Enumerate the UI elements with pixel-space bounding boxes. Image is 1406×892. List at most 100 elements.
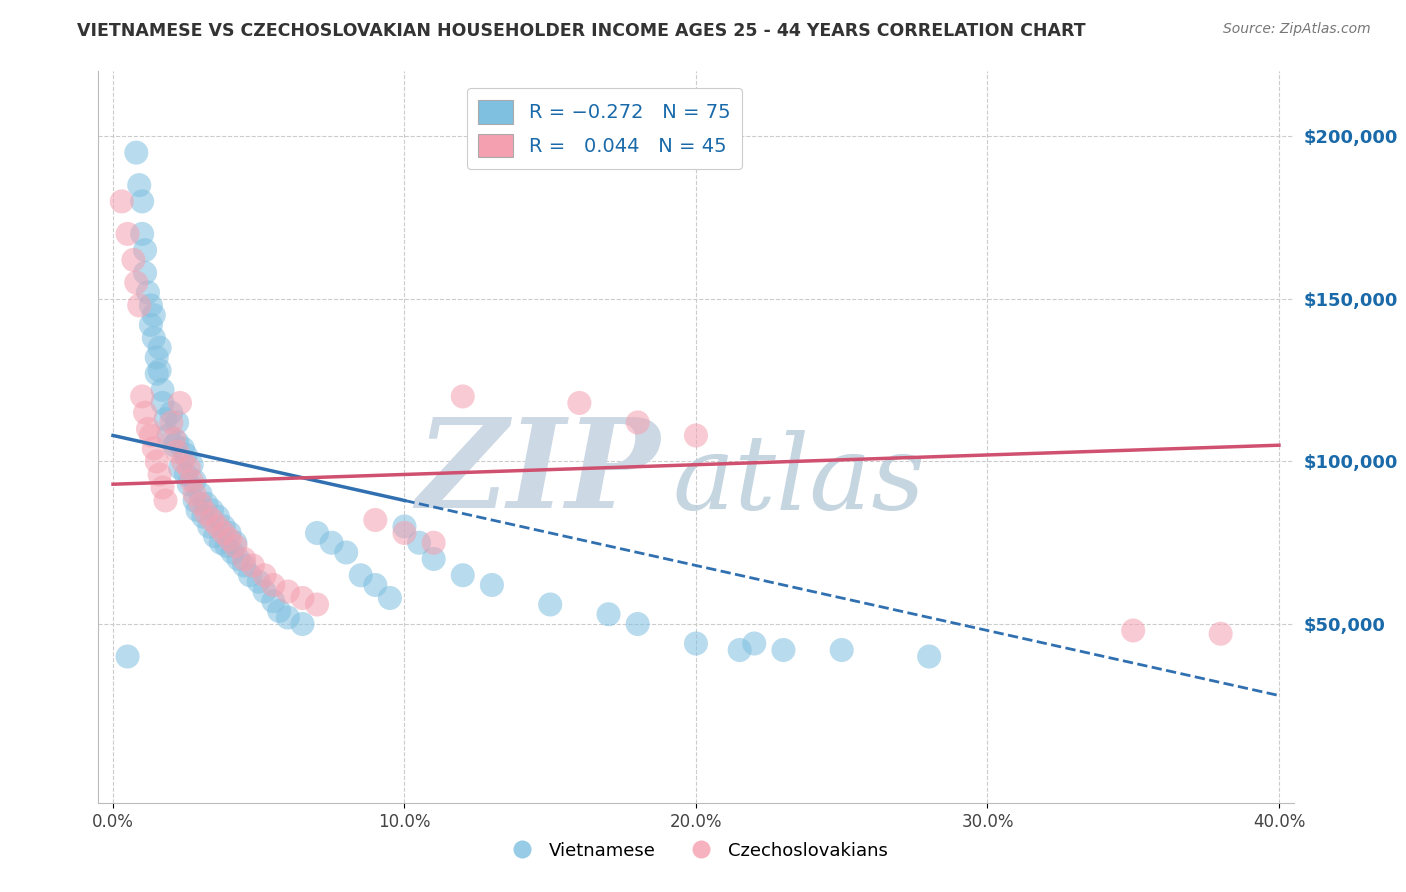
Point <box>134 266 156 280</box>
Point <box>190 487 212 501</box>
Point <box>160 416 183 430</box>
Point <box>201 513 224 527</box>
Point <box>134 243 156 257</box>
Point <box>918 649 941 664</box>
Point <box>172 454 194 468</box>
Point <box>183 493 205 508</box>
Point <box>207 509 229 524</box>
Point <box>160 406 183 420</box>
Point <box>305 598 328 612</box>
Point <box>183 474 205 488</box>
Point <box>364 513 387 527</box>
Point <box>193 509 215 524</box>
Legend: Vietnamese, Czechoslovakians: Vietnamese, Czechoslovakians <box>496 835 896 867</box>
Point <box>169 461 191 475</box>
Point <box>742 636 765 650</box>
Point <box>155 412 177 426</box>
Point <box>685 636 707 650</box>
Point <box>166 434 188 449</box>
Point <box>224 539 246 553</box>
Point <box>207 519 229 533</box>
Point <box>136 285 159 300</box>
Point <box>201 503 224 517</box>
Point <box>247 574 270 589</box>
Point <box>142 308 165 322</box>
Point <box>538 598 561 612</box>
Point <box>350 568 373 582</box>
Point <box>149 341 172 355</box>
Point <box>422 552 444 566</box>
Point <box>152 396 174 410</box>
Point <box>155 493 177 508</box>
Point <box>174 467 197 482</box>
Point <box>131 194 153 209</box>
Point <box>1209 626 1232 640</box>
Point <box>149 363 172 377</box>
Point <box>190 497 212 511</box>
Point <box>145 367 167 381</box>
Point <box>139 298 162 312</box>
Point <box>598 607 620 622</box>
Point <box>180 458 202 472</box>
Point <box>291 591 314 605</box>
Point <box>166 444 188 458</box>
Point <box>451 389 474 403</box>
Point <box>152 480 174 494</box>
Point <box>122 252 145 267</box>
Point <box>209 535 232 549</box>
Point <box>142 331 165 345</box>
Point <box>125 276 148 290</box>
Point <box>180 474 202 488</box>
Point <box>627 416 650 430</box>
Point <box>277 584 299 599</box>
Point <box>262 578 284 592</box>
Point <box>125 145 148 160</box>
Text: atlas: atlas <box>672 430 925 532</box>
Point <box>218 526 240 541</box>
Point <box>163 438 186 452</box>
Point <box>111 194 134 209</box>
Point <box>195 497 218 511</box>
Point <box>177 477 200 491</box>
Point <box>481 578 503 592</box>
Point <box>253 568 276 582</box>
Point <box>139 428 162 442</box>
Point <box>242 558 264 573</box>
Point <box>364 578 387 592</box>
Text: VIETNAMESE VS CZECHOSLOVAKIAN HOUSEHOLDER INCOME AGES 25 - 44 YEARS CORRELATION : VIETNAMESE VS CZECHOSLOVAKIAN HOUSEHOLDE… <box>77 22 1085 40</box>
Point <box>183 487 205 501</box>
Point <box>262 594 284 608</box>
Point <box>131 227 153 241</box>
Point <box>215 539 238 553</box>
Point <box>195 507 218 521</box>
Point <box>277 610 299 624</box>
Point <box>218 533 240 547</box>
Point <box>145 351 167 365</box>
Point <box>422 535 444 549</box>
Point <box>568 396 591 410</box>
Point <box>142 442 165 456</box>
Point <box>204 529 226 543</box>
Point <box>451 568 474 582</box>
Point <box>321 535 343 549</box>
Point <box>174 448 197 462</box>
Point <box>169 396 191 410</box>
Point <box>305 526 328 541</box>
Point <box>1122 624 1144 638</box>
Point <box>131 389 153 403</box>
Point <box>233 552 256 566</box>
Text: ZIP: ZIP <box>416 413 661 534</box>
Point <box>269 604 291 618</box>
Point <box>134 406 156 420</box>
Point <box>128 178 150 193</box>
Point <box>186 503 208 517</box>
Point <box>221 545 243 559</box>
Point <box>212 519 235 533</box>
Point <box>157 428 180 442</box>
Point <box>831 643 853 657</box>
Point <box>627 617 650 632</box>
Point <box>145 454 167 468</box>
Point <box>166 416 188 430</box>
Point <box>149 467 172 482</box>
Point <box>408 535 430 549</box>
